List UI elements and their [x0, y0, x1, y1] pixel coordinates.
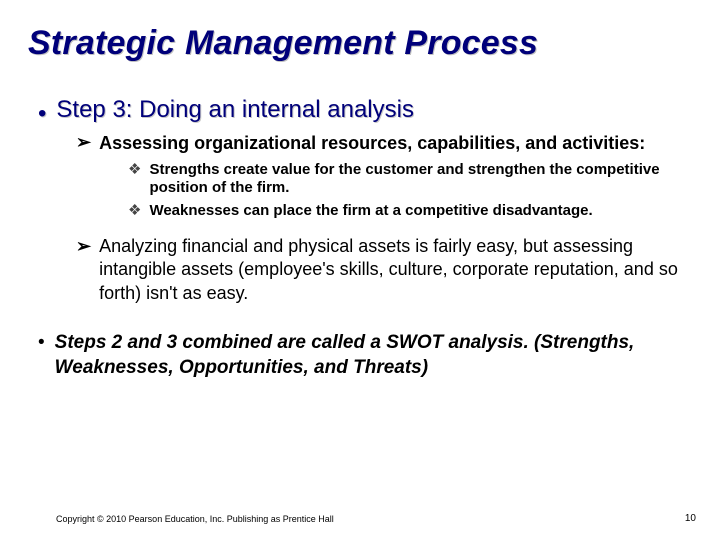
bullet-level1: • Steps 2 and 3 combined are called a SW…: [38, 331, 682, 380]
diamond-icon: ❖: [128, 161, 141, 180]
bullet-level1-text: Steps 2 and 3 combined are called a SWOT…: [55, 331, 682, 380]
bullet-level3-text: Strengths create value for the customer …: [149, 161, 682, 199]
bullet-dot-icon: •: [38, 102, 56, 126]
bullet-level2: ➢ Analyzing financial and physical asset…: [76, 235, 682, 305]
bullet-level3: ❖ Strengths create value for the custome…: [128, 161, 682, 199]
slide: Strategic Management Process • Step 3: D…: [0, 0, 720, 540]
slide-title: Strategic Management Process: [28, 24, 692, 63]
bullet-level2-text: Assessing organizational resources, capa…: [99, 132, 682, 155]
bullet-dot-icon: •: [38, 331, 55, 356]
diamond-icon: ❖: [128, 202, 141, 221]
slide-body: • Step 3: Doing an internal analysis ➢ A…: [38, 96, 682, 380]
bullet-level2-text: Analyzing financial and physical assets …: [99, 235, 682, 305]
bullet-level1-text: Step 3: Doing an internal analysis: [56, 96, 682, 124]
bullet-level1: • Step 3: Doing an internal analysis: [38, 96, 682, 126]
arrow-icon: ➢: [76, 235, 91, 258]
bullet-level3-text: Weaknesses can place the firm at a compe…: [149, 202, 682, 221]
arrow-icon: ➢: [76, 132, 91, 154]
page-number: 10: [685, 513, 696, 524]
bullet-level2: ➢ Assessing organizational resources, ca…: [76, 132, 682, 155]
copyright-text: Copyright © 2010 Pearson Education, Inc.…: [56, 514, 334, 524]
bullet-level3: ❖ Weaknesses can place the firm at a com…: [128, 202, 682, 221]
